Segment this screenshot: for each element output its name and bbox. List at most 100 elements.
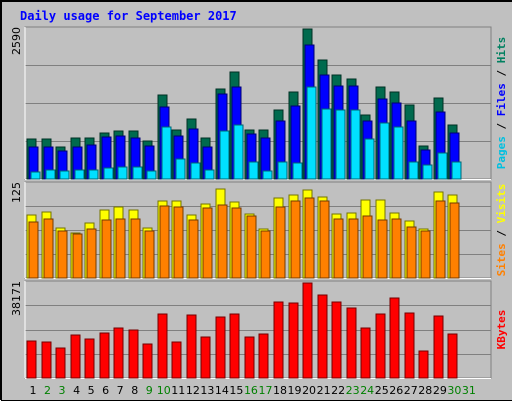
- bar-day-22-series-2: [336, 110, 345, 179]
- day-label: 19: [288, 384, 302, 397]
- day-label: 14: [215, 384, 229, 397]
- bar-day-12-series-0: [187, 315, 196, 378]
- bar-day-6-series-0: [100, 333, 109, 378]
- bar-day-15-series-2: [234, 125, 243, 179]
- day-label: 18: [273, 384, 287, 397]
- bar-day-6-series-1: [102, 220, 111, 278]
- bar-day-14-series-2: [220, 131, 229, 179]
- bar-day-16-series-0: [245, 337, 254, 378]
- day-label: 23: [346, 384, 360, 397]
- bar-day-19-series-0: [289, 303, 298, 378]
- bar-day-23-series-1: [349, 219, 358, 278]
- bar-day-25-series-0: [376, 314, 385, 378]
- bar-day-25-series-2: [380, 123, 389, 179]
- day-label: 10: [157, 384, 171, 397]
- day-label: 17: [258, 384, 272, 397]
- bar-day-5-series-1: [87, 229, 96, 278]
- chart-title: Daily usage for September 2017: [20, 9, 237, 23]
- day-label: 7: [117, 384, 124, 397]
- bar-day-9-series-0: [143, 344, 152, 378]
- bar-day-24-series-2: [365, 139, 374, 179]
- bar-day-12-series-1: [189, 220, 198, 278]
- bar-day-5-series-2: [89, 170, 98, 179]
- day-label: 8: [131, 384, 138, 397]
- bar-day-15-series-0: [230, 314, 239, 378]
- bar-day-14-series-1: [218, 205, 227, 278]
- legend-label: Hits: [495, 37, 508, 64]
- bar-day-19-series-2: [293, 163, 302, 179]
- day-label: 25: [375, 384, 389, 397]
- bar-day-29-series-0: [434, 316, 443, 378]
- bar-day-20-series-0: [303, 283, 312, 378]
- bar-day-3-series-2: [60, 171, 69, 179]
- bar-day-25-series-1: [378, 220, 387, 278]
- day-label: 5: [88, 384, 95, 397]
- bar-day-22-series-1: [334, 219, 343, 278]
- legend-label: Sites: [495, 243, 508, 276]
- bar-day-20-series-2: [307, 87, 316, 179]
- bar-day-21-series-1: [320, 201, 329, 278]
- day-label: 4: [73, 384, 80, 397]
- day-label: 15: [229, 384, 243, 397]
- bar-day-30-series-0: [448, 334, 457, 378]
- day-label: 12: [186, 384, 200, 397]
- legend-label: /: [495, 63, 508, 83]
- day-label: 28: [418, 384, 432, 397]
- bar-day-6-series-2: [104, 168, 113, 179]
- bar-day-27-series-1: [407, 227, 416, 278]
- day-label: 16: [244, 384, 258, 397]
- bar-day-24-series-0: [361, 328, 370, 378]
- legend-label: /: [495, 223, 508, 243]
- panel-2-series-legend: KBytes: [495, 310, 508, 350]
- day-label: 31: [462, 384, 476, 397]
- bar-day-14-series-0: [216, 317, 225, 378]
- bar-day-3-series-0: [56, 348, 65, 378]
- bar-day-13-series-0: [201, 337, 210, 378]
- bar-day-7-series-2: [118, 167, 127, 179]
- panel-kbytes: 38171 KBytes: [10, 281, 508, 379]
- bar-day-1-series-1: [29, 222, 38, 278]
- bar-day-8-series-2: [133, 167, 142, 179]
- bar-day-29-series-2: [438, 153, 447, 179]
- legend-label: KBytes: [495, 310, 508, 350]
- bar-day-19-series-1: [291, 201, 300, 278]
- bar-day-8-series-0: [129, 330, 138, 378]
- panel-1-max-label: 125: [10, 182, 23, 203]
- bar-day-9-series-1: [145, 231, 154, 278]
- bar-day-7-series-1: [116, 219, 125, 278]
- bar-day-2-series-0: [42, 342, 51, 378]
- bar-day-30-series-2: [452, 162, 461, 179]
- bar-day-18-series-1: [276, 207, 285, 278]
- day-label: 1: [30, 384, 37, 397]
- bar-day-4-series-0: [71, 335, 80, 378]
- day-label: 27: [404, 384, 418, 397]
- bar-day-20-series-1: [305, 198, 314, 278]
- bar-day-2-series-2: [46, 170, 55, 179]
- bar-day-11-series-2: [176, 159, 185, 179]
- bar-day-1-series-0: [27, 341, 36, 378]
- bar-day-11-series-0: [172, 342, 181, 378]
- day-label: 26: [389, 384, 403, 397]
- bar-day-13-series-1: [203, 208, 212, 278]
- bar-day-21-series-2: [322, 109, 331, 179]
- bar-day-23-series-2: [351, 110, 360, 179]
- day-label: 22: [331, 384, 345, 397]
- bar-day-23-series-0: [347, 308, 356, 378]
- day-label: 24: [360, 384, 374, 397]
- bar-day-28-series-2: [423, 165, 432, 179]
- bar-day-9-series-2: [147, 171, 156, 179]
- bar-day-30-series-1: [450, 203, 459, 278]
- bar-day-26-series-2: [394, 127, 403, 179]
- bar-day-17-series-2: [263, 171, 272, 179]
- bar-day-29-series-1: [436, 201, 445, 278]
- bar-day-18-series-2: [278, 162, 287, 179]
- bar-day-2-series-1: [44, 219, 53, 278]
- bar-day-15-series-1: [232, 208, 241, 278]
- panel-2-max-label: 38171: [10, 281, 23, 316]
- bar-day-17-series-0: [259, 334, 268, 378]
- bar-day-4-series-1: [73, 234, 82, 278]
- day-label: 9: [146, 384, 153, 397]
